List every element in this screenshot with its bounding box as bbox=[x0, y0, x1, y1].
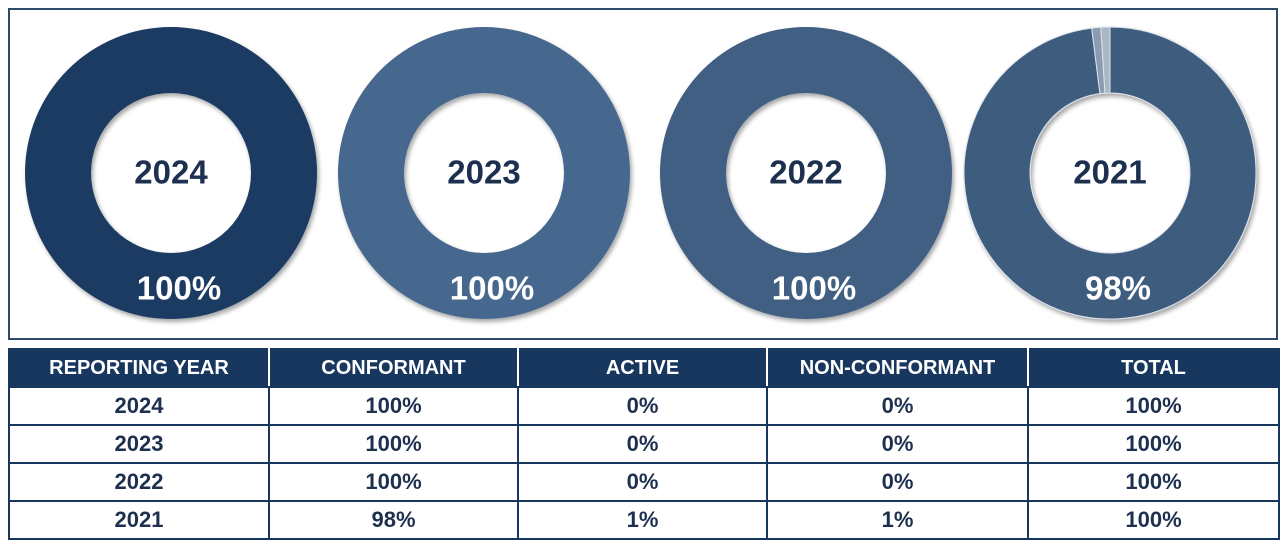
table-row: 2022 100% 0% 0% 100% bbox=[8, 462, 1280, 502]
table-row: 2023 100% 0% 0% 100% bbox=[8, 424, 1280, 464]
donut bbox=[338, 27, 630, 319]
table-cell: 100% bbox=[1027, 424, 1280, 464]
donut-segment bbox=[963, 26, 1257, 320]
value-label: 98% bbox=[1085, 270, 1151, 307]
table-cell: 100% bbox=[268, 462, 519, 502]
table-cell: 100% bbox=[1027, 462, 1280, 502]
table-cell: 0% bbox=[766, 386, 1029, 426]
table-body: 2024 100% 0% 0% 100% 2023 100% 0% 0% 100% 2022 100%… bbox=[8, 386, 1280, 540]
charts: 2024 100% 2023 100% 2022 100% 2021 98% bbox=[25, 26, 1257, 320]
column-header: NON-CONFORMANT bbox=[766, 348, 1029, 388]
table-cell: 0% bbox=[766, 424, 1029, 464]
column-header: TOTAL bbox=[1027, 348, 1280, 388]
value-label: 100% bbox=[772, 270, 856, 307]
table-row: 2024 100% 0% 0% 100% bbox=[8, 386, 1280, 426]
center-label: 2021 bbox=[1073, 154, 1146, 191]
donut bbox=[25, 27, 317, 319]
donut bbox=[660, 27, 952, 319]
summary-table: REPORTING YEAR CONFORMANT ACTIVE NON-CONFOR… bbox=[8, 348, 1280, 540]
table-cell: 100% bbox=[1027, 386, 1280, 426]
column-header: ACTIVE bbox=[517, 348, 768, 388]
value-label: 100% bbox=[137, 270, 221, 307]
table-cell: 0% bbox=[517, 424, 768, 464]
table-cell: 0% bbox=[517, 462, 768, 502]
column-header: CONFORMANT bbox=[268, 348, 519, 388]
donut-segment bbox=[660, 27, 952, 319]
table-cell: 1% bbox=[766, 500, 1029, 540]
table-cell: 2024 bbox=[8, 386, 270, 426]
donut-segment bbox=[25, 27, 317, 319]
header-row: REPORTING YEAR CONFORMANT ACTIVE NON-CONFOR… bbox=[8, 348, 1280, 388]
table-cell: 2022 bbox=[8, 462, 270, 502]
table-cell: 100% bbox=[268, 386, 519, 426]
donut bbox=[963, 26, 1257, 320]
center-label: 2022 bbox=[769, 154, 842, 191]
table-cell: 1% bbox=[517, 500, 768, 540]
table-cell: 2023 bbox=[8, 424, 270, 464]
table-cell: 100% bbox=[1027, 500, 1280, 540]
table-cell: 2021 bbox=[8, 500, 270, 540]
table-cell: 0% bbox=[766, 462, 1029, 502]
column-header: REPORTING YEAR bbox=[8, 348, 270, 388]
value-label: 100% bbox=[450, 270, 534, 307]
donut-segment bbox=[338, 27, 630, 319]
center-label: 2024 bbox=[134, 154, 208, 191]
table-row: 2021 98% 1% 1% 100% bbox=[8, 500, 1280, 540]
donut-segment bbox=[1100, 26, 1111, 94]
chart-panel bbox=[8, 8, 1278, 340]
table-cell: 98% bbox=[268, 500, 519, 540]
table-cell: 0% bbox=[517, 386, 768, 426]
table-cell: 100% bbox=[268, 424, 519, 464]
center-label: 2023 bbox=[447, 154, 520, 191]
